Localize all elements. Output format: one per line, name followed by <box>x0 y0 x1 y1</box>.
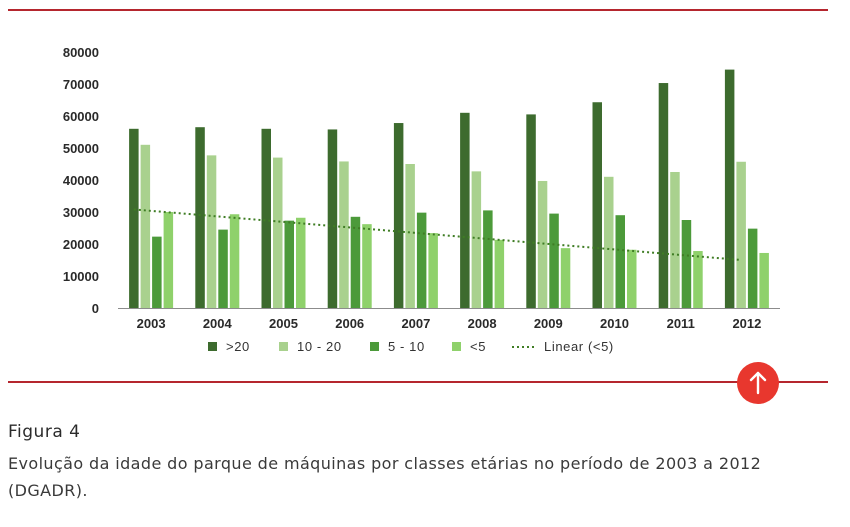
x-axis: 2003 2004 2005 2006 2007 2008 2009 2010 2011 2012 <box>118 308 780 331</box>
bar-2005-series-2 <box>273 157 283 308</box>
legend-label: 5 - 10 <box>388 339 425 354</box>
x-tick-label: 2009 <box>534 316 563 331</box>
y-axis: 0 10000 20000 30000 40000 50000 60000 70000 8000… <box>63 45 99 316</box>
x-tick-label: 2005 <box>269 316 298 331</box>
bar-2005-series-1 <box>261 128 271 308</box>
bar-2004-series-2 <box>206 155 217 308</box>
bars <box>129 69 769 309</box>
bar-2007-series-1 <box>393 123 404 308</box>
bar-2009-series-4 <box>560 248 571 308</box>
bar-2012-series-3 <box>747 228 758 308</box>
legend: >20 10 - 20 5 - 10 <5 Linear (<5) <box>208 339 614 354</box>
bar-2006-series-1 <box>327 129 338 308</box>
x-tick-label: 2004 <box>203 316 233 331</box>
x-tick-label: 2011 <box>667 316 695 331</box>
arrow-up-icon <box>749 371 767 395</box>
y-tick-label: 80000 <box>63 45 99 60</box>
x-tick-label: 2008 <box>468 316 497 331</box>
bar-2008-series-2 <box>471 171 482 308</box>
legend-label: Linear (<5) <box>544 339 614 354</box>
bar-2012-series-1 <box>724 69 735 308</box>
bar-2004-series-4 <box>229 214 240 308</box>
x-tick-label: 2007 <box>401 316 430 331</box>
y-tick-label: 10000 <box>63 269 99 284</box>
bar-2008-series-4 <box>494 239 505 308</box>
bar-2010-series-2 <box>604 176 614 308</box>
bar-2005-series-4 <box>296 217 306 308</box>
bar-2009-series-1 <box>526 114 536 309</box>
figure-caption: Evolução da idade do parque de máquinas … <box>8 454 762 500</box>
trendline-linear <box>133 208 742 261</box>
bar-2012-series-4 <box>759 252 769 308</box>
legend-label: <5 <box>470 339 486 354</box>
bar-2010-series-3 <box>615 215 625 308</box>
bar-2003-series-2 <box>140 144 151 308</box>
y-tick-label: 0 <box>92 301 99 316</box>
legend-label: >20 <box>226 339 250 354</box>
bar-2007-series-4 <box>428 233 438 308</box>
bar-2011-series-2 <box>670 172 680 308</box>
legend-swatch <box>452 342 461 351</box>
x-tick-label: 2003 <box>137 316 166 331</box>
y-tick-label: 70000 <box>63 77 99 92</box>
bar-2003-series-3 <box>152 236 162 308</box>
bar-2009-series-3 <box>549 213 559 308</box>
bar-2010-series-4 <box>627 249 637 308</box>
scroll-up-button[interactable] <box>737 362 779 404</box>
bar-2011-series-1 <box>658 83 669 308</box>
x-tick-label: 2012 <box>732 316 761 331</box>
y-tick-label: 50000 <box>63 141 99 156</box>
legend-swatch <box>370 342 379 351</box>
y-tick-label: 30000 <box>63 205 99 220</box>
bar-2004-series-1 <box>195 127 205 308</box>
bar-2007-series-2 <box>405 164 415 308</box>
bar-2003-series-1 <box>129 128 139 308</box>
figure-title: Figura 4 <box>8 422 81 442</box>
bar-2006-series-4 <box>362 224 372 308</box>
bar-chart: 0 10000 20000 30000 40000 50000 60000 70000 8000… <box>63 45 780 354</box>
y-tick-label: 20000 <box>63 237 99 252</box>
y-tick-label: 40000 <box>63 173 99 188</box>
bar-2010-series-1 <box>592 102 602 309</box>
bar-2007-series-3 <box>416 212 427 308</box>
bar-2012-series-2 <box>736 161 746 308</box>
legend-swatch <box>208 342 217 351</box>
top-rule <box>8 9 828 11</box>
bar-2005-series-3 <box>284 220 294 308</box>
bar-2008-series-1 <box>460 112 470 308</box>
trendline <box>133 208 742 261</box>
bar-2009-series-2 <box>537 180 548 308</box>
bar-2006-series-2 <box>339 161 349 308</box>
bar-2008-series-3 <box>483 210 493 308</box>
bar-2004-series-3 <box>218 229 228 308</box>
bar-2003-series-4 <box>163 212 174 308</box>
y-tick-label: 60000 <box>63 109 99 124</box>
x-tick-label: 2010 <box>600 316 629 331</box>
legend-swatch <box>279 342 288 351</box>
bottom-rule <box>8 381 828 383</box>
bar-2011-series-4 <box>693 251 703 308</box>
bar-2011-series-3 <box>681 220 692 308</box>
legend-label: 10 - 20 <box>297 339 342 354</box>
bar-2006-series-3 <box>350 216 361 308</box>
x-tick-label: 2006 <box>335 316 364 331</box>
